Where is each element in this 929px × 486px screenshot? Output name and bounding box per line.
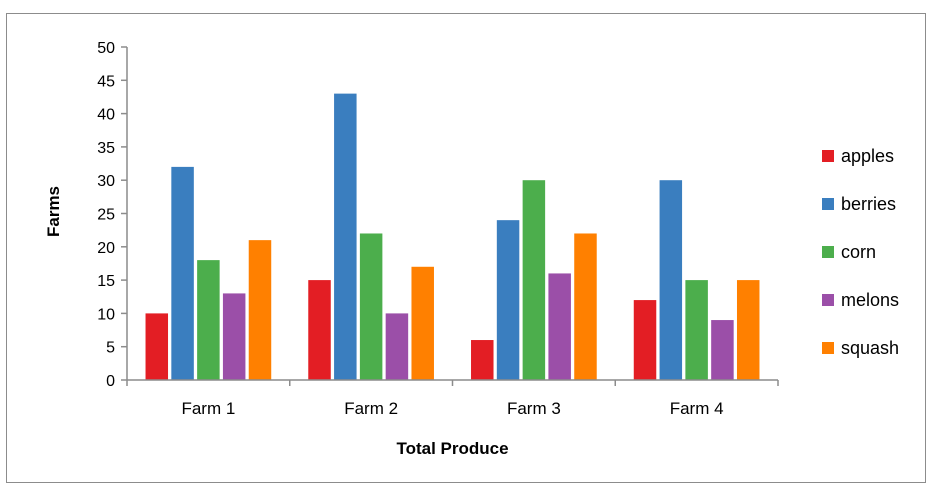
y-tick-label-20: 20 [97,240,115,257]
chart-frame: 0 5 10 15 20 25 30 35 40 45 50 Farm 1 Farm 2 Farm 3 Fa… [6,13,926,483]
legend-label-apples: apples [841,146,894,166]
bar-melons-farm-1 [222,293,246,380]
x-category-label-farm-3: Farm 3 [507,399,561,418]
x-category-label-farm-1: Farm 1 [181,399,235,418]
bar-apples-farm-3 [471,340,494,380]
bar-squash-farm-4 [736,280,760,380]
y-tick-label-15: 15 [97,273,115,290]
y-axis-title: Farms [44,186,63,237]
x-axis-title: Total Produce [396,439,508,458]
x-category-label-farm-2: Farm 2 [344,399,398,418]
legend-swatch-berries [822,198,834,210]
legend-swatch-melons [822,294,834,306]
legend-swatch-apples [822,150,834,162]
bar-berries-farm-2 [334,93,357,381]
y-tick-label-50: 50 [97,40,115,57]
bar-corn-farm-1 [197,260,220,380]
bar-melons-farm-4 [711,320,734,380]
y-tick-label-35: 35 [97,140,115,157]
axes-layer [121,46,779,386]
bar-apples-farm-4 [633,300,657,380]
legend-label-corn: corn [841,242,876,262]
legend-label-melons: melons [841,290,899,310]
bar-squash-farm-3 [574,233,597,380]
y-tick-label-45: 45 [97,73,115,90]
bar-melons-farm-2 [385,313,409,380]
bar-squash-farm-2 [411,266,434,380]
legend-swatch-squash [822,342,834,354]
bar-berries-farm-3 [496,220,520,380]
y-tick-label-40: 40 [97,107,115,124]
labels-layer: 0 5 10 15 20 25 30 35 40 45 50 Farm 1 Farm 2 Farm 3 Fa… [97,40,723,418]
y-tick-label-10: 10 [97,306,115,323]
bars-layer [145,93,760,381]
bar-corn-farm-4 [685,280,708,380]
y-tick-label-0: 0 [106,373,115,390]
bar-berries-farm-1 [171,166,194,380]
legend: apples berries corn melons squash [822,146,899,358]
bar-squash-farm-1 [248,240,272,380]
x-category-label-farm-4: Farm 4 [670,399,724,418]
legend-label-berries: berries [841,194,896,214]
legend-swatch-corn [822,246,834,258]
y-tick-label-30: 30 [97,173,115,190]
bar-chart: 0 5 10 15 20 25 30 35 40 45 50 Farm 1 Farm 2 Farm 3 Fa… [44,40,899,458]
legend-label-squash: squash [841,338,899,358]
bar-corn-farm-3 [522,180,546,380]
bar-melons-farm-3 [548,273,571,380]
bar-berries-farm-4 [659,180,683,380]
bar-apples-farm-2 [308,280,331,380]
y-tick-label-25: 25 [97,207,115,224]
bar-apples-farm-1 [145,313,169,380]
bar-corn-farm-2 [359,233,383,380]
y-tick-label-5: 5 [106,340,115,357]
